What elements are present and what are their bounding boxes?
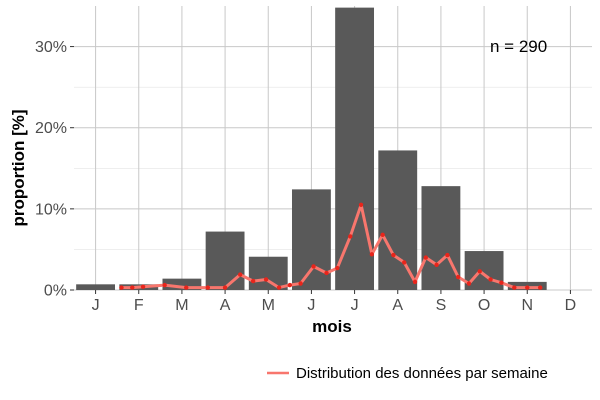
weekly-line xyxy=(119,202,543,290)
y-tick-label: 0% xyxy=(44,283,67,300)
series-point xyxy=(402,260,407,265)
series-point xyxy=(412,279,418,285)
legend-label: Distribution des données par semaine xyxy=(296,365,548,382)
bar xyxy=(378,150,418,290)
bar xyxy=(335,7,375,290)
y-axis-title: proportion [%] xyxy=(9,109,28,226)
bar xyxy=(76,284,116,290)
x-tick-label: J xyxy=(351,297,359,314)
series-point xyxy=(466,281,472,286)
bar xyxy=(205,231,245,290)
series-point xyxy=(434,262,439,268)
series-point xyxy=(380,232,385,238)
x-tick-label: D xyxy=(565,297,577,314)
y-tick-label: 10% xyxy=(35,201,67,218)
series-point xyxy=(311,264,316,269)
x-tick-label: F xyxy=(134,297,144,314)
series-point xyxy=(250,278,256,284)
series-point xyxy=(162,282,167,288)
x-tick-label: J xyxy=(307,297,315,314)
series-point xyxy=(276,285,282,290)
x-tick-label: N xyxy=(521,297,533,314)
series-point xyxy=(237,272,243,277)
series-point xyxy=(324,270,329,276)
series-point xyxy=(263,277,269,282)
legend: Distribution des données par semaine xyxy=(267,365,548,382)
series-point xyxy=(455,274,461,280)
series-point xyxy=(222,285,228,290)
series-point xyxy=(348,234,353,239)
series-point xyxy=(499,280,504,285)
series-point xyxy=(538,285,543,290)
x-tick-label: M xyxy=(262,297,275,314)
series-line xyxy=(121,203,541,290)
series-point xyxy=(423,255,429,260)
series-point xyxy=(140,284,146,289)
series-point xyxy=(477,269,482,274)
series-point xyxy=(184,285,189,290)
series-point xyxy=(335,265,340,271)
x-tick-label: A xyxy=(220,297,231,314)
x-tick-label: A xyxy=(392,297,403,314)
x-axis-title: mois xyxy=(312,317,352,336)
series-point xyxy=(525,285,530,290)
x-tick-label: M xyxy=(175,297,188,314)
x-tick-label: O xyxy=(478,297,490,314)
bar xyxy=(162,278,202,290)
series-point xyxy=(488,277,493,282)
series-point xyxy=(205,285,211,290)
bar xyxy=(291,189,331,290)
x-tick-label: S xyxy=(436,297,447,314)
series-point xyxy=(287,282,293,288)
annotation-n: n = 290 xyxy=(490,37,547,56)
series-point xyxy=(512,285,517,290)
x-tick-label: J xyxy=(92,297,100,314)
series-point xyxy=(445,252,450,258)
series-point xyxy=(391,252,396,258)
series-point xyxy=(369,252,375,257)
series-point xyxy=(119,285,124,290)
y-tick-label: 20% xyxy=(35,120,67,137)
series-point xyxy=(358,202,364,207)
y-axis-ticks: 0% 10% 20% 30% xyxy=(35,39,74,300)
series-point xyxy=(130,285,135,290)
y-tick-label: 30% xyxy=(35,39,67,56)
series-point xyxy=(298,281,303,286)
bar xyxy=(421,186,461,290)
bar xyxy=(248,256,288,290)
